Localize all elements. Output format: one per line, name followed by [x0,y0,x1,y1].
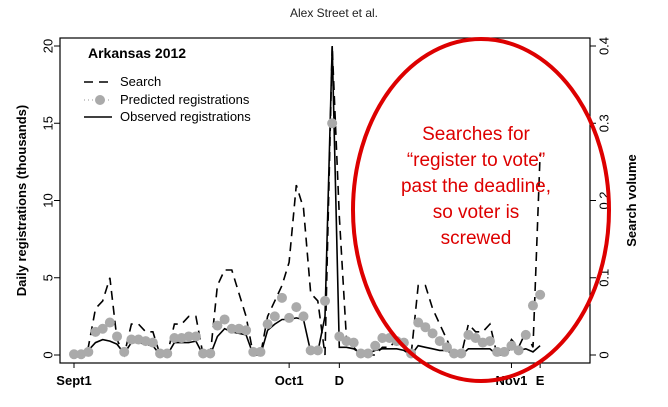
predicted-registration-point [370,340,381,351]
predicted-registration-point [226,323,237,334]
predicted-registration-point [112,331,123,342]
annotation-text-line: screwed [441,228,512,249]
annotation-text-line: so voter is [433,202,520,223]
predicted-registration-point [284,312,295,323]
predicted-registration-point [449,348,460,359]
author-header: Alex Street et al. [289,6,379,20]
y2-tick-label: 0.3 [597,114,612,132]
predicted-registration-point [363,348,374,359]
x-tick-label: E [536,373,545,388]
predicted-registration-point [513,345,524,356]
predicted-registration-point [456,348,467,359]
annotation-text-line: past the deadline, [401,176,551,197]
y-tick-label: 10 [41,193,56,207]
legend-predicted-swatch [95,95,105,105]
predicted-registration-point [169,333,180,344]
predicted-registration-point [535,289,546,300]
predicted-registration-point [162,348,173,359]
predicted-registration-point [499,346,510,357]
predicted-registration-point [334,331,345,342]
predicted-registration-point [348,337,359,348]
y2-tick-label: 0.4 [597,37,612,55]
predicted-registration-point [198,348,209,359]
predicted-registration-point [255,346,266,357]
predicted-registration-point [420,322,431,333]
predicted-registration-point [69,349,79,360]
y-tick-label: 5 [41,274,56,281]
x-tick-label: D [335,373,344,388]
predicted-registration-point [312,345,323,356]
legend-label: Predicted registrations [120,92,250,107]
y-tick-label: 20 [41,39,56,53]
y2-axis-label: Search volume [624,154,639,247]
predicted-registration-point [355,348,366,359]
predicted-registration-point [298,311,309,322]
predicted-registration-point [305,345,316,356]
y-axis-label: Daily registrations (thousands) [14,105,29,296]
predicted-registration-point [97,323,108,334]
predicted-registration-point [377,333,388,344]
predicted-registration-point [276,292,287,303]
annotation-text-line: Searches for [422,124,530,145]
predicted-registration-point [506,340,517,351]
x-tick-label: Sept1 [56,373,91,388]
search-volume-line [74,45,541,358]
predicted-registration-point [291,302,302,313]
predicted-registration-point [155,348,166,359]
predicted-registration-point [327,118,338,129]
predicted-registration-point [413,317,424,328]
predicted-registration-point [205,348,216,359]
annotation-text-line: “register to vote” [407,150,545,171]
x-tick-label: Oct1 [275,373,304,388]
y2-tick-label: 0 [597,351,612,358]
predicted-registration-point [484,336,495,347]
predicted-registration-point [212,320,223,331]
predicted-registration-point [262,319,273,330]
chart-title: Arkansas 2012 [88,45,186,61]
legend-label: Observed registrations [120,109,251,124]
annotation-ellipse [351,37,611,383]
predicted-registration-point [470,333,481,344]
legend-label: Search [120,74,161,89]
predicted-registration-point [241,325,252,336]
predicted-registration-point [520,329,531,340]
predicted-registration-point [441,342,452,353]
predicted-registration-point [434,336,445,347]
predicted-registration-point [527,300,538,311]
predicted-registration-point [83,346,94,357]
predicted-registration-point [126,334,137,345]
predicted-registration-point [269,311,280,322]
predicted-registration-point [183,331,194,342]
predicted-registration-point [119,346,130,357]
y-tick-label: 0 [41,351,56,358]
predicted-registration-point [320,295,330,306]
predicted-registration-point [104,317,115,328]
predicted-registration-point [147,337,158,348]
predicted-registration-point [427,328,438,339]
predicted-registration-point [190,331,201,342]
predicted-registration-point [492,346,503,357]
predicted-registration-point [219,314,230,325]
predicted-registration-point [248,346,259,357]
y-tick-label: 15 [41,116,56,130]
